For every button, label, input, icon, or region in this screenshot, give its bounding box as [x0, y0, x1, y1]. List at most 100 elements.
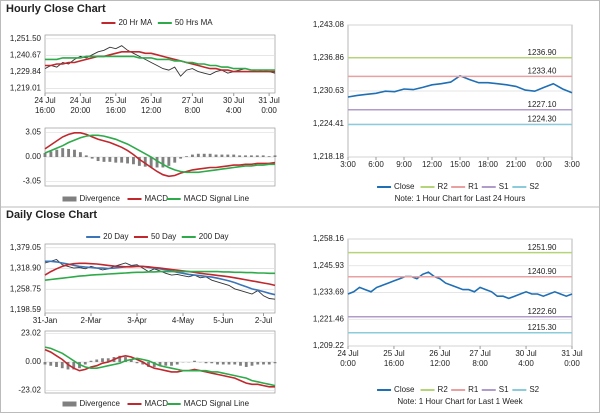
- x-tick-label: 24 Jul: [34, 96, 56, 105]
- divergence-bar: [114, 157, 118, 163]
- x-tick-label: 2-Mar: [81, 316, 102, 325]
- divergence-bar: [143, 157, 147, 167]
- legend-label: R2: [438, 182, 449, 191]
- y-tick-label: 1,218.18: [313, 152, 345, 161]
- x-tick-label: 3:00: [564, 160, 580, 169]
- divergence-bar: [141, 362, 145, 365]
- x-tick-label: 4:00: [226, 106, 242, 115]
- y-tick-label: 1,251.50: [10, 34, 42, 43]
- divergence-bar: [190, 154, 194, 157]
- y-tick-label: -3.05: [23, 177, 42, 186]
- legend-swatch: [62, 401, 77, 407]
- x-tick-label: 30 Jul: [223, 96, 245, 105]
- divergence-bar: [129, 359, 133, 362]
- divergence-bar: [43, 152, 47, 157]
- divergence-bar: [167, 157, 171, 166]
- legend-label: Divergence: [80, 399, 121, 408]
- divergence-bar: [55, 362, 58, 367]
- divergence-bar: [101, 358, 104, 362]
- divergence-bar: [60, 362, 64, 369]
- divergence-bar: [273, 155, 277, 157]
- x-tick-label: 0:00: [340, 359, 356, 368]
- y-tick-label: 1,236.86: [313, 53, 345, 62]
- divergence-bar: [49, 151, 53, 157]
- divergence-bar: [55, 149, 59, 157]
- divergence-bar: [249, 155, 253, 157]
- legend-label: Close: [394, 182, 415, 191]
- divergence-bar: [66, 362, 70, 370]
- x-tick-label: 3:00: [340, 160, 356, 169]
- divergence-bar: [95, 359, 99, 362]
- divergence-bar: [96, 157, 100, 162]
- divergence-bar: [244, 155, 247, 157]
- divergence-bar: [227, 362, 231, 365]
- divergence-bar: [238, 155, 242, 157]
- x-tick-label: 24 Jul: [70, 96, 92, 105]
- divergence-bar: [204, 362, 208, 364]
- x-tick-label: 12:00: [430, 359, 451, 368]
- x-tick-label: 16:00: [384, 359, 405, 368]
- y-tick-label: 1,233.69: [313, 288, 345, 297]
- x-tick-label: 0:00: [536, 160, 552, 169]
- series-line: [347, 271, 573, 300]
- x-tick-label: 26 Jul: [140, 96, 162, 105]
- level-label: 1240.90: [528, 267, 557, 276]
- x-tick-label: 4:00: [518, 359, 534, 368]
- plot-area: [44, 34, 276, 94]
- x-tick-label: 31-Jan: [33, 316, 57, 325]
- y-tick-label: 1,243.08: [313, 20, 345, 29]
- x-tick-label: 0:00: [261, 106, 277, 115]
- x-tick-label: 12:00: [422, 160, 443, 169]
- y-tick-label: 1,240.67: [10, 50, 42, 59]
- y-tick-label: 1,198.59: [10, 305, 42, 314]
- divergence-bar: [196, 153, 200, 157]
- divergence-bar: [170, 362, 173, 366]
- divergence-bar: [226, 154, 230, 157]
- series-line: [44, 346, 276, 387]
- divergence-bar: [262, 362, 265, 365]
- x-tick-label: 31 Jul: [561, 349, 583, 358]
- legend-label: S1: [499, 385, 509, 394]
- x-tick-label: 16:00: [106, 106, 127, 115]
- divergence-bar: [72, 362, 76, 370]
- level-label: 1233.40: [528, 66, 557, 75]
- legend-label: Close: [394, 385, 415, 394]
- level-label: 1222.60: [528, 307, 557, 316]
- divergence-bar: [124, 357, 127, 362]
- series-line: [44, 270, 275, 281]
- legend-label: MACD: [145, 194, 169, 203]
- divergence-bar: [84, 155, 88, 157]
- legend-label: S1: [499, 182, 509, 191]
- x-tick-label: 27 Jul: [182, 96, 204, 105]
- divergence-bar: [132, 157, 135, 165]
- divergence-bar: [83, 362, 87, 365]
- legend-label: R1: [468, 182, 479, 191]
- y-tick-label: -23.02: [18, 386, 41, 395]
- y-tick-label: 1,209.22: [313, 341, 345, 350]
- divergence-bar: [147, 362, 150, 367]
- section-title: Hourly Close Chart: [6, 3, 106, 15]
- y-tick-label: 1,230.63: [313, 86, 345, 95]
- x-tick-label: 12:00: [141, 106, 162, 115]
- y-tick-label: 1,224.41: [313, 119, 345, 128]
- divergence-bar: [137, 157, 141, 166]
- series-line: [44, 262, 276, 287]
- legend-label: MACD: [145, 399, 169, 408]
- divergence-bar: [43, 362, 47, 365]
- x-tick-label: 8:00: [472, 359, 488, 368]
- divergence-bar: [216, 362, 219, 365]
- legend-label: 20 Hr MA: [118, 18, 152, 27]
- x-tick-label: 25 Jul: [383, 349, 405, 358]
- x-tick-label: 25 Jul: [105, 96, 127, 105]
- divergence-bar: [208, 153, 212, 157]
- divergence-bar: [220, 154, 224, 157]
- divergence-bar: [193, 360, 196, 362]
- legend-label: S2: [529, 182, 539, 191]
- divergence-bar: [158, 362, 162, 366]
- divergence-bar: [161, 157, 165, 168]
- x-tick-label: 24 Jul: [337, 349, 359, 358]
- x-tick-label: 8:00: [185, 106, 201, 115]
- divergence-bar: [185, 156, 188, 157]
- y-tick-label: 0.00: [25, 152, 41, 161]
- x-tick-label: 4-May: [172, 316, 194, 325]
